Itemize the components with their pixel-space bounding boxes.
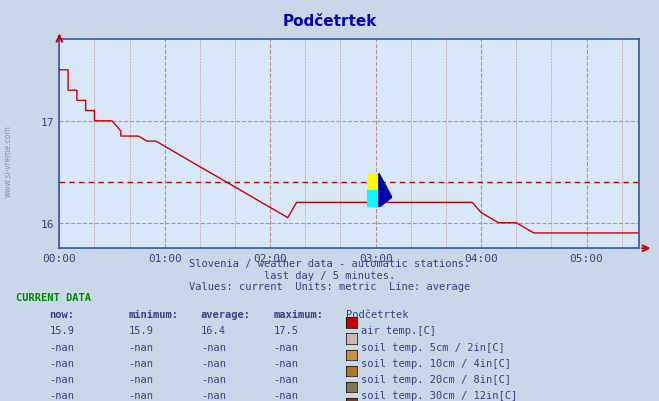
Text: now:: now: [49, 310, 74, 320]
Text: last day / 5 minutes.: last day / 5 minutes. [264, 270, 395, 280]
Text: -nan: -nan [49, 390, 74, 400]
Polygon shape [379, 174, 392, 208]
Text: Podčetrtek: Podčetrtek [282, 14, 377, 29]
Bar [367, 174, 380, 191]
Text: -nan: -nan [129, 390, 154, 400]
Text: -nan: -nan [129, 358, 154, 368]
Text: minimum:: minimum: [129, 310, 179, 320]
Text: CURRENT DATA: CURRENT DATA [16, 293, 92, 303]
Text: 17.5: 17.5 [273, 326, 299, 336]
Text: -nan: -nan [49, 358, 74, 368]
Text: -nan: -nan [201, 390, 226, 400]
Text: soil temp. 10cm / 4in[C]: soil temp. 10cm / 4in[C] [361, 358, 511, 368]
Text: -nan: -nan [201, 374, 226, 384]
Text: -nan: -nan [273, 342, 299, 352]
Text: -nan: -nan [49, 342, 74, 352]
Text: -nan: -nan [201, 358, 226, 368]
Text: maximum:: maximum: [273, 310, 324, 320]
Text: soil temp. 5cm / 2in[C]: soil temp. 5cm / 2in[C] [361, 342, 505, 352]
Bar [367, 191, 380, 208]
Text: -nan: -nan [129, 374, 154, 384]
Text: air temp.[C]: air temp.[C] [361, 326, 436, 336]
Text: average:: average: [201, 310, 251, 320]
Text: -nan: -nan [273, 374, 299, 384]
Text: soil temp. 20cm / 8in[C]: soil temp. 20cm / 8in[C] [361, 374, 511, 384]
Text: -nan: -nan [49, 374, 74, 384]
Text: Slovenia / weather data - automatic stations.: Slovenia / weather data - automatic stat… [189, 259, 470, 269]
Text: 15.9: 15.9 [129, 326, 154, 336]
Text: -nan: -nan [129, 342, 154, 352]
Text: -nan: -nan [273, 390, 299, 400]
Text: -nan: -nan [273, 358, 299, 368]
Text: soil temp. 30cm / 12in[C]: soil temp. 30cm / 12in[C] [361, 390, 517, 400]
Text: Values: current  Units: metric  Line: average: Values: current Units: metric Line: aver… [189, 281, 470, 291]
Text: -nan: -nan [201, 342, 226, 352]
Text: Podčetrtek: Podčetrtek [346, 310, 409, 320]
Text: www.si-vreme.com: www.si-vreme.com [3, 125, 13, 196]
Text: 16.4: 16.4 [201, 326, 226, 336]
Text: 15.9: 15.9 [49, 326, 74, 336]
